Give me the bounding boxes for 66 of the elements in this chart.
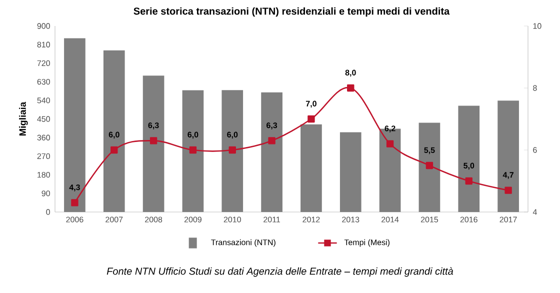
x-tick-label: 2013 (342, 216, 360, 222)
x-tick-label: 2009 (184, 216, 202, 222)
point (386, 140, 394, 148)
point (71, 199, 78, 206)
y-tick-label: 900 (37, 23, 50, 29)
point (268, 137, 276, 144)
point (347, 84, 354, 92)
bar (64, 38, 86, 212)
bar (498, 100, 519, 212)
y-tick-label: 90 (42, 190, 50, 196)
data-label: 6,3 (148, 122, 159, 130)
y-tick-label: 0 (46, 209, 50, 215)
x-tick-label: 2017 (500, 216, 517, 222)
y2-tick-label: 8 (533, 85, 537, 91)
y2-tick-label: 4 (532, 209, 537, 215)
point (465, 177, 472, 185)
bar (458, 106, 480, 212)
y-axis-title: Migliaia (19, 102, 28, 136)
point (228, 146, 236, 154)
bar (182, 90, 204, 212)
point (426, 162, 434, 170)
chart-title: Serie storica transazioni (NTN) residenziali e tempi medi di vendita (134, 7, 450, 17)
y-tick-label: 540 (37, 98, 50, 104)
x-tick-label: 2010 (224, 216, 241, 222)
data-label: 6,3 (266, 122, 278, 130)
point (110, 146, 118, 154)
data-label: 6,0 (227, 132, 238, 139)
data-label: 6,0 (188, 132, 198, 139)
point (189, 146, 197, 154)
x-tick-label: 2016 (460, 216, 478, 222)
bar (340, 132, 362, 212)
y-tick-label: 180 (38, 172, 50, 178)
point (150, 137, 158, 144)
legend-label: Transazioni (NTN) (211, 239, 276, 247)
y-tick-label: 630 (37, 78, 50, 85)
y-tick-label: 450 (37, 116, 50, 122)
data-label: 8,0 (345, 70, 356, 77)
bar (300, 124, 322, 212)
legend-label: Tempi (Mesi) (344, 239, 390, 247)
data-label: 4,3 (69, 184, 80, 192)
point (308, 115, 315, 123)
bar (418, 122, 440, 212)
data-label: 5,0 (464, 162, 474, 170)
x-tick-label: 2012 (302, 216, 320, 222)
data-label: 6,0 (108, 132, 120, 139)
y2-tick-label: 10 (533, 23, 542, 29)
y2-tick-label: 6 (533, 147, 537, 153)
bar (261, 92, 282, 212)
x-tick-label: 2011 (264, 216, 280, 222)
source-note: Fonte NTN Ufficio Studi su dati Agenzia delle Entrate – tempi medi grandi città (106, 267, 454, 277)
x-tick-label: 2007 (106, 216, 123, 222)
x-tick-label: 2008 (145, 216, 162, 222)
y-tick-label: 270 (37, 153, 50, 160)
x-tick-label: 2006 (66, 216, 84, 222)
bar (103, 50, 125, 212)
data-label: 7,0 (306, 100, 316, 108)
y-tick-label: 720 (37, 60, 50, 66)
y-tick-label: 810 (37, 42, 50, 48)
data-label: 5,5 (424, 147, 435, 154)
data-label: 4,7 (502, 172, 514, 179)
x-tick-label: 2014 (382, 216, 399, 222)
y-tick-label: 360 (37, 134, 50, 140)
bar (222, 90, 244, 212)
point (504, 186, 512, 194)
bar (142, 76, 164, 212)
x-tick-label: 2015 (420, 216, 438, 222)
